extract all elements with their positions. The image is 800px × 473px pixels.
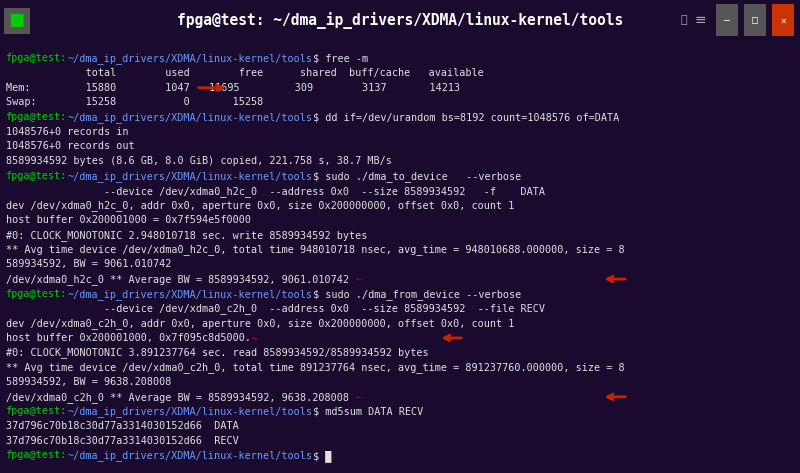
Text: --device /dev/xdma0_h2c_0  --address 0x0  --size 8589934592   -f    DATA: --device /dev/xdma0_h2c_0 --address 0x0 …	[6, 185, 546, 196]
Text: ~/dma_ip_drivers/XDMA/linux-kernel/tools: ~/dma_ip_drivers/XDMA/linux-kernel/tools	[68, 112, 313, 123]
Text: ~/dma_ip_drivers/XDMA/linux-kernel/tools: ~/dma_ip_drivers/XDMA/linux-kernel/tools	[68, 53, 313, 64]
Text: ~/dma_ip_drivers/XDMA/linux-kernel/tools: ~/dma_ip_drivers/XDMA/linux-kernel/tools	[68, 450, 313, 461]
Bar	[716, 4, 738, 36]
Text: $ dd if=/dev/urandom bs=8192 count=1048576 of=DATA: $ dd if=/dev/urandom bs=8192 count=10485…	[313, 112, 619, 122]
Text: Mem:         15880        1047: Mem: 15880 1047	[6, 83, 202, 93]
Text: /dev/xdma0_h2c_0 ** Average BW = 8589934592, 9061.010742: /dev/xdma0_h2c_0 ** Average BW = 8589934…	[6, 274, 355, 285]
Text: $ sudo ./dma_from_device --verbose: $ sudo ./dma_from_device --verbose	[313, 289, 521, 299]
Text: ≡: ≡	[694, 13, 706, 27]
Text: $ free -m: $ free -m	[313, 53, 368, 63]
Text: fpga@test:: fpga@test:	[6, 53, 68, 63]
Text: ←: ←	[251, 333, 258, 343]
Text: 37d796c70b18c30d77a3314030152d66  DATA: 37d796c70b18c30d77a3314030152d66 DATA	[6, 421, 239, 431]
Text: 37d796c70b18c30d77a3314030152d66  RECV: 37d796c70b18c30d77a3314030152d66 RECV	[6, 436, 239, 446]
Text: ** Avg time device /dev/xdma0_h2c_0, total time 948010718 nsec, avg_time = 94801: ** Avg time device /dev/xdma0_h2c_0, tot…	[6, 245, 625, 255]
Text: 589934592, BW = 9061.010742: 589934592, BW = 9061.010742	[6, 259, 172, 269]
Text: 🔍: 🔍	[681, 15, 687, 25]
Text: $ md5sum DATA RECV: $ md5sum DATA RECV	[313, 406, 423, 416]
Text: →: →	[202, 83, 209, 93]
Text: fpga@test:: fpga@test:	[6, 450, 68, 461]
Text: 11695         309        3137       14213: 11695 309 3137 14213	[209, 83, 460, 93]
Text: fpga@test:: fpga@test:	[6, 406, 68, 416]
Text: host buffer 0x200001000, 0x7f095c8d5000.: host buffer 0x200001000, 0x7f095c8d5000.	[6, 333, 251, 343]
Text: $ sudo ./dma_to_device   --verbose: $ sudo ./dma_to_device --verbose	[313, 171, 521, 182]
Text: ←: ←	[355, 392, 362, 402]
Text: dev /dev/xdma0_h2c_0, addr 0x0, aperture 0x0, size 0x200000000, offset 0x0, coun: dev /dev/xdma0_h2c_0, addr 0x0, aperture…	[6, 201, 514, 211]
Text: Swap:        15258           0       15258: Swap: 15258 0 15258	[6, 97, 264, 107]
Text: fpga@test:: fpga@test:	[6, 112, 68, 122]
Text: total        used        free      shared  buff/cache   available: total used free shared buff/cache availa…	[6, 68, 484, 78]
Bar	[4, 8, 30, 34]
Text: ✕: ✕	[780, 15, 786, 25]
Text: fpga@test:: fpga@test:	[6, 171, 68, 181]
Text: □: □	[752, 15, 758, 25]
Text: $ █: $ █	[313, 450, 331, 463]
Text: 8589934592 bytes (8.6 GB, 8.0 GiB) copied, 221.758 s, 38.7 MB/s: 8589934592 bytes (8.6 GB, 8.0 GiB) copie…	[6, 156, 392, 166]
Text: dev /dev/xdma0_c2h_0, addr 0x0, aperture 0x0, size 0x200000000, offset 0x0, coun: dev /dev/xdma0_c2h_0, addr 0x0, aperture…	[6, 318, 514, 329]
Bar	[772, 4, 794, 36]
Text: ~/dma_ip_drivers/XDMA/linux-kernel/tools: ~/dma_ip_drivers/XDMA/linux-kernel/tools	[68, 406, 313, 417]
Text: ←: ←	[355, 274, 362, 284]
Bar	[744, 4, 766, 36]
Text: --device /dev/xdma0_c2h_0  --address 0x0  --size 8589934592  --file RECV: --device /dev/xdma0_c2h_0 --address 0x0 …	[6, 303, 546, 314]
Text: —: —	[724, 15, 730, 25]
Text: 1048576+0 records in: 1048576+0 records in	[6, 127, 129, 137]
Text: ~/dma_ip_drivers/XDMA/linux-kernel/tools: ~/dma_ip_drivers/XDMA/linux-kernel/tools	[68, 289, 313, 299]
Text: fpga@test:: fpga@test:	[6, 289, 68, 298]
Text: 1048576+0 records out: 1048576+0 records out	[6, 141, 135, 151]
Text: fpga@test: ~/dma_ip_drivers/XDMA/linux-kernel/tools: fpga@test: ~/dma_ip_drivers/XDMA/linux-k…	[177, 12, 623, 28]
Text: /dev/xdma0_c2h_0 ** Average BW = 8589934592, 9638.208008: /dev/xdma0_c2h_0 ** Average BW = 8589934…	[6, 392, 355, 403]
Text: #0: CLOCK_MONOTONIC 2.948010718 sec. write 8589934592 bytes: #0: CLOCK_MONOTONIC 2.948010718 sec. wri…	[6, 230, 368, 241]
Text: ~/dma_ip_drivers/XDMA/linux-kernel/tools: ~/dma_ip_drivers/XDMA/linux-kernel/tools	[68, 171, 313, 182]
Text: #0: CLOCK_MONOTONIC 3.891237764 sec. read 8589934592/8589934592 bytes: #0: CLOCK_MONOTONIC 3.891237764 sec. rea…	[6, 348, 429, 359]
Text: ** Avg time device /dev/xdma0_c2h_0, total time 891237764 nsec, avg_time = 89123: ** Avg time device /dev/xdma0_c2h_0, tot…	[6, 362, 625, 373]
Text: host buffer 0x200001000 = 0x7f594e5f0000: host buffer 0x200001000 = 0x7f594e5f0000	[6, 215, 251, 225]
Text: ██: ██	[10, 14, 23, 26]
Text: 589934592, BW = 9638.208008: 589934592, BW = 9638.208008	[6, 377, 172, 387]
